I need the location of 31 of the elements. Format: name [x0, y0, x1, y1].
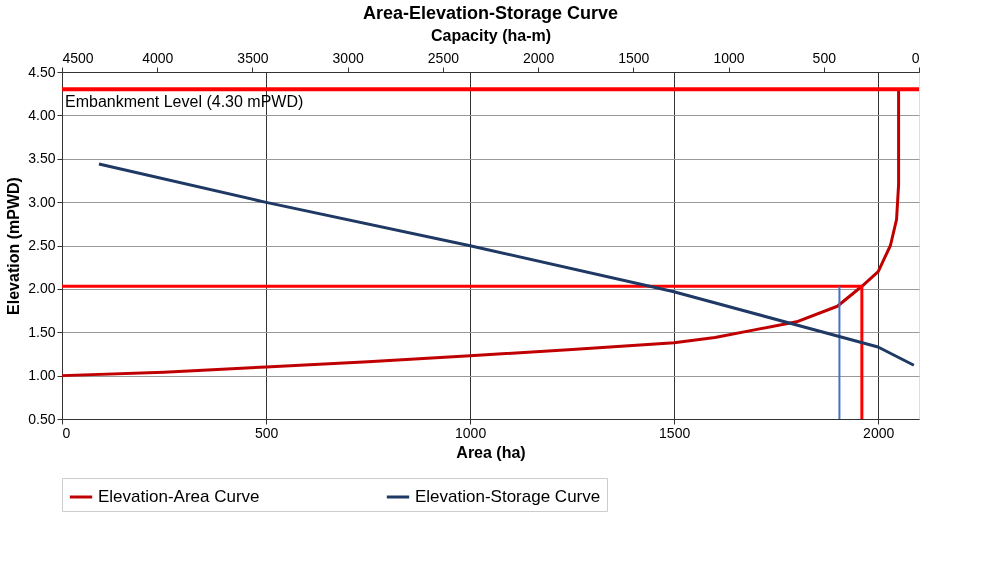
y-tick-label: 1.50	[28, 323, 56, 340]
y-tick-label: 2.00	[28, 280, 56, 297]
x-tick-label: 1500	[659, 424, 691, 441]
x2-tick-label: 1000	[713, 49, 745, 66]
x2-tick-label: 3500	[237, 49, 269, 66]
y-tick-label: 2.50	[28, 237, 56, 253]
x-tick-label: 2000	[863, 424, 895, 441]
y-tick-label: 1.00	[28, 367, 56, 384]
chart-title: Area-Elevation-Storage Curve	[362, 3, 619, 23]
x2-tick-label: 3000	[332, 49, 364, 66]
line-series	[60, 89, 901, 378]
legend-label: Elevation-Storage Curve	[415, 487, 601, 506]
x-tick-label: 500	[254, 424, 279, 441]
y-tick-label: 4.50	[28, 63, 56, 80]
x2-tick-label: 4500	[62, 49, 94, 66]
x2-tick-label: 4000	[142, 49, 174, 66]
y-tick-label: 0.50	[28, 410, 56, 427]
x2-tick-label: 2500	[427, 49, 460, 66]
x2-tick-label: 2000	[523, 49, 555, 66]
x2-tick-label: 1500	[618, 49, 650, 66]
y-axis-title: Elevation (mPWD)	[5, 177, 23, 315]
y-tick-label: 4.00	[28, 106, 56, 123]
x-tick-label: 0	[62, 424, 71, 441]
x-tick-label: 1000	[455, 424, 487, 441]
x2-axis-title: Capacity (ha-m)	[430, 26, 552, 44]
x-axis-title: Area (ha)	[456, 443, 526, 461]
x2-tick-label: 500	[812, 49, 837, 66]
y-tick-label: 3.50	[28, 150, 56, 167]
x2-tick-label: 0	[911, 49, 920, 66]
y-tick-label: 3.00	[28, 193, 56, 210]
legend-label: Elevation-Area Curve	[98, 487, 260, 506]
